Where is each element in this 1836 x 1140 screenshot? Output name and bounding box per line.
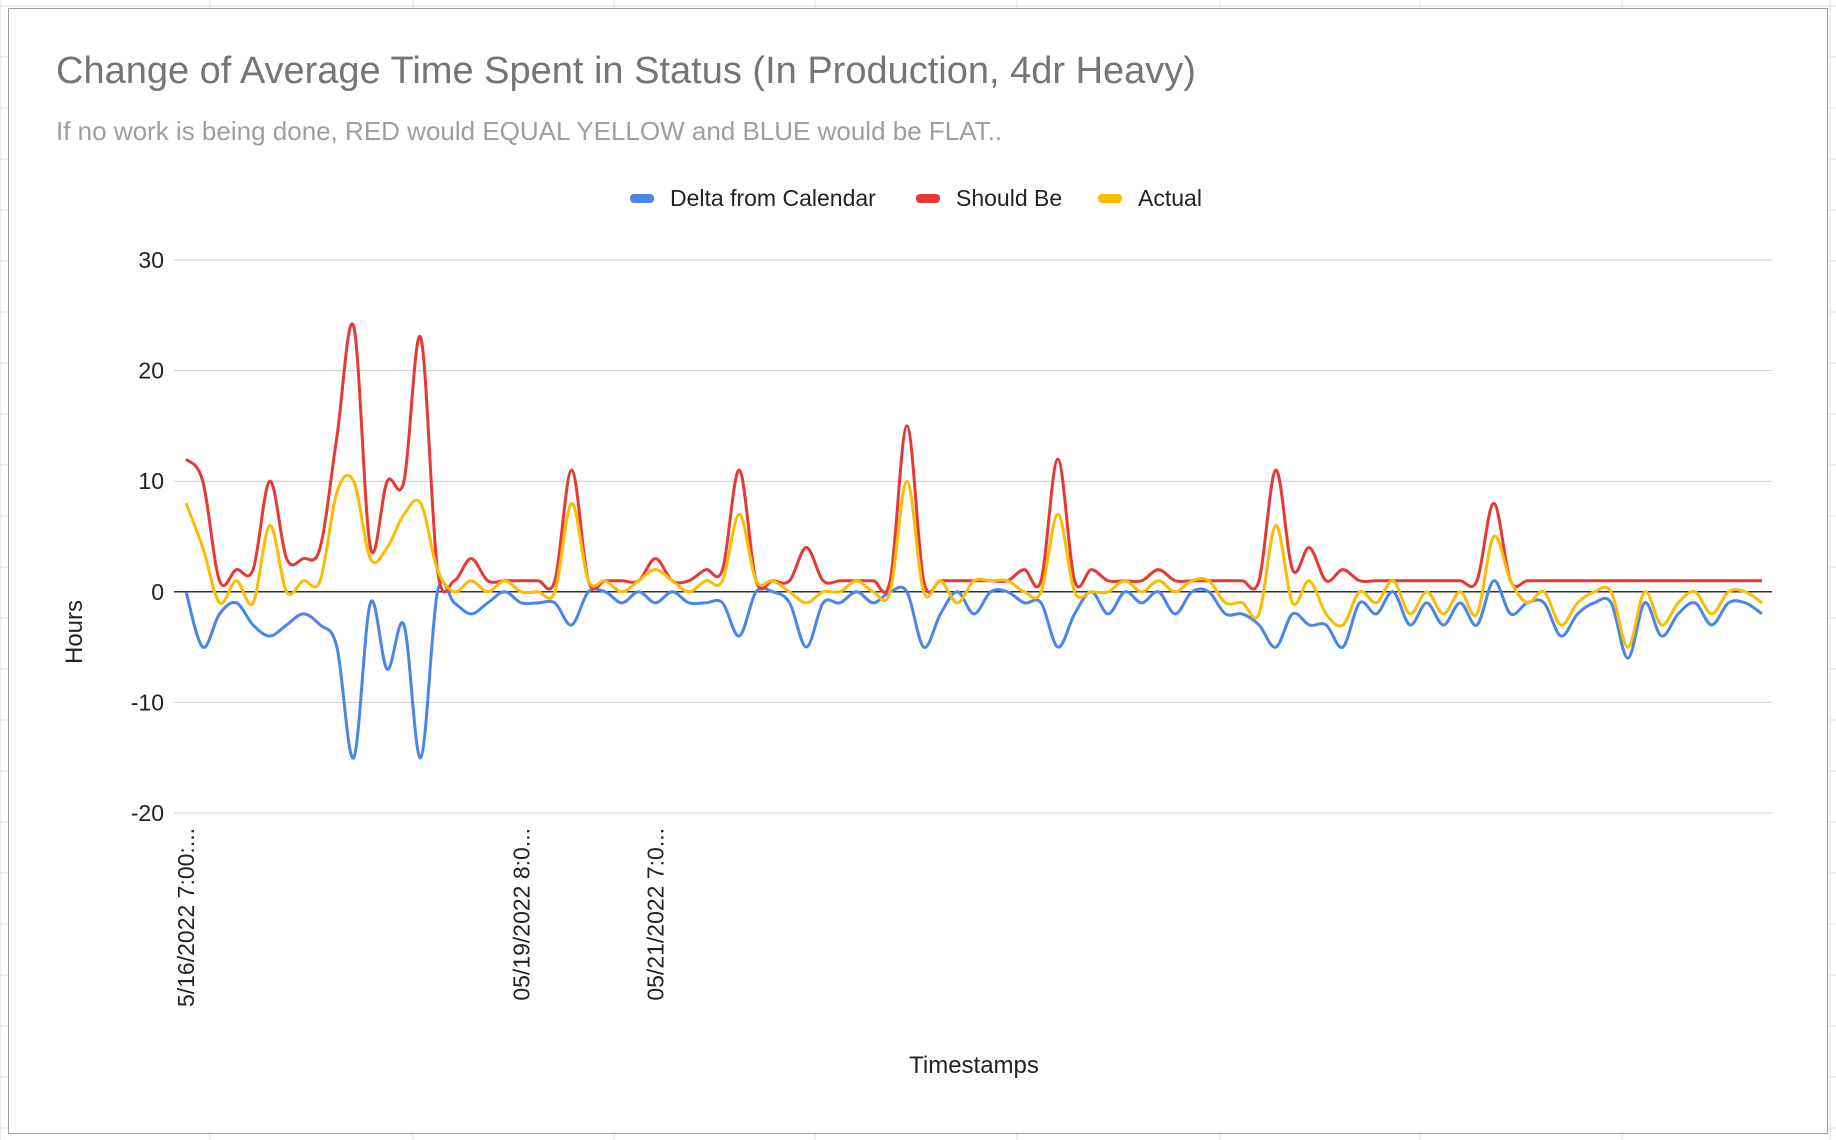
y-tick-label: 0 bbox=[151, 579, 164, 605]
series-line-should-be[interactable] bbox=[184, 322, 1762, 594]
x-tick-label: 05/21/2022 7:0... bbox=[642, 828, 668, 1001]
legend-item-should-be[interactable]: Should Be bbox=[916, 185, 1062, 211]
legend-label: Delta from Calendar bbox=[670, 185, 876, 211]
series-line-delta-from-calendar[interactable] bbox=[184, 579, 1763, 760]
legend-swatch bbox=[1098, 194, 1122, 203]
y-tick-label: 30 bbox=[138, 247, 164, 273]
y-tick-label: 10 bbox=[138, 468, 164, 494]
legend-swatch bbox=[630, 194, 654, 203]
gridlines bbox=[174, 259, 1772, 814]
y-axis-title: Hours bbox=[61, 600, 88, 664]
chart-subtitle: If no work is being done, RED would EQUA… bbox=[56, 116, 1003, 146]
legend-swatch bbox=[916, 194, 940, 203]
legend-item-actual[interactable]: Actual bbox=[1098, 185, 1202, 211]
y-tick-labels: 30 20 10 0 -10 -20 bbox=[131, 247, 164, 826]
x-tick-labels: 5/16/2022 7:00:... 05/19/2022 8:0... 05/21… bbox=[173, 828, 668, 1007]
chart-title: Change of Average Time Spent in Status (… bbox=[56, 50, 1196, 92]
series-line-actual[interactable] bbox=[184, 473, 1763, 649]
y-tick-label: 20 bbox=[138, 358, 164, 384]
y-tick-label: -10 bbox=[131, 689, 164, 715]
series-layer bbox=[184, 322, 1763, 760]
legend-label: Actual bbox=[1138, 185, 1202, 211]
legend-item-delta-from-calendar[interactable]: Delta from Calendar bbox=[630, 185, 876, 211]
legend-label: Should Be bbox=[956, 185, 1062, 211]
legend: Delta from Calendar Should Be Actual bbox=[630, 185, 1202, 211]
x-axis-title: Timestamps bbox=[909, 1052, 1039, 1079]
x-tick-label: 5/16/2022 7:00:... bbox=[173, 828, 199, 1007]
y-tick-label: -20 bbox=[131, 800, 164, 826]
x-tick-label: 05/19/2022 8:0... bbox=[508, 828, 534, 1001]
